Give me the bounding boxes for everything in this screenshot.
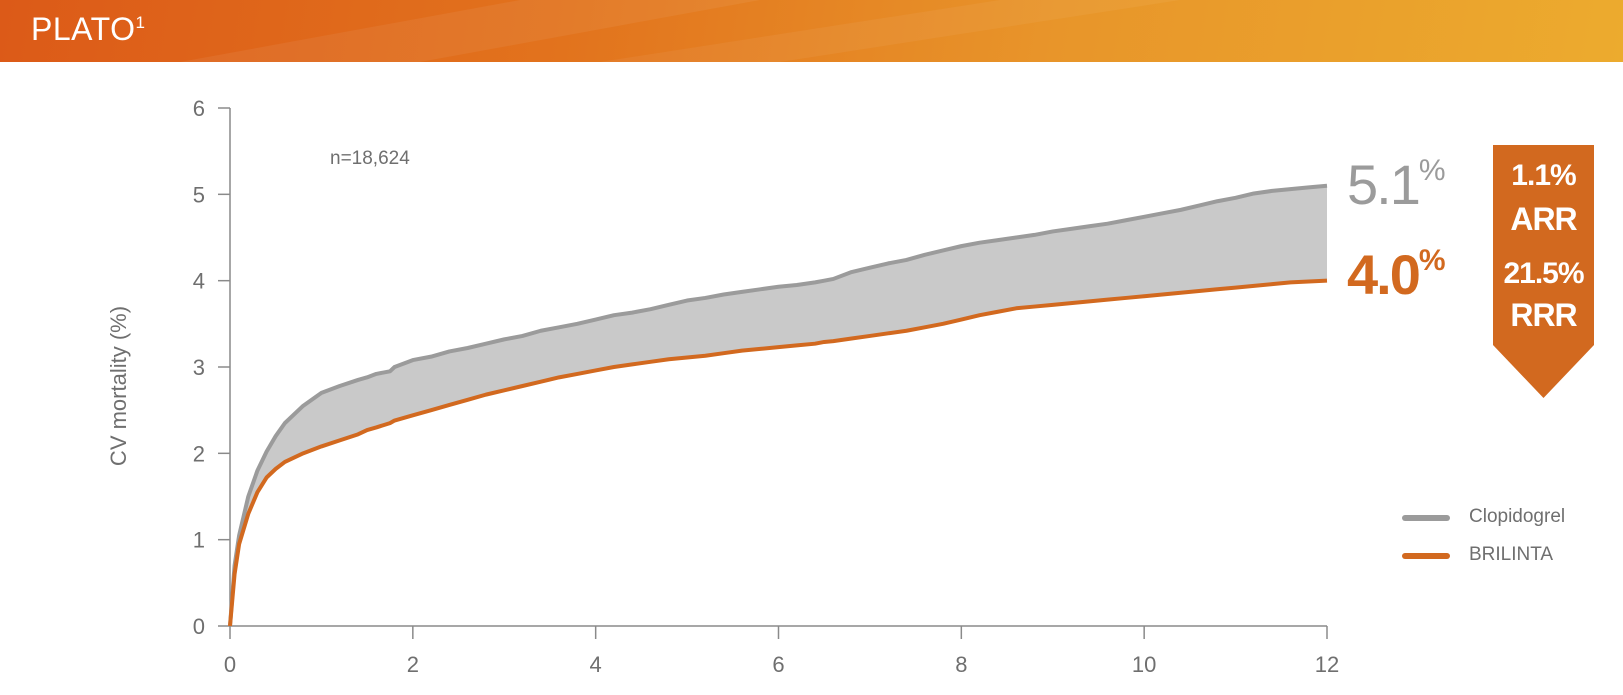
rrr-value: 21.5%	[1503, 257, 1584, 290]
sample-size-annotation: n=18,624	[330, 148, 410, 169]
clopidogrel-end-number: 5.1	[1347, 153, 1421, 216]
clopidogrel-end-unit: %	[1418, 154, 1446, 187]
x-tick-label: 0	[224, 652, 236, 677]
y-tick-label: 0	[193, 614, 205, 639]
brilinta-end-value: 4.0%	[1347, 242, 1446, 307]
brilinta-end-unit: %	[1418, 244, 1446, 277]
x-axis: 0 2 4 6 8 10 12	[224, 625, 1339, 677]
brilinta-end-number: 4.0	[1347, 243, 1421, 306]
header-banner: PLATO1	[0, 0, 1623, 62]
y-tick-label: 1	[193, 528, 205, 553]
badge-arrow-shape	[1493, 145, 1594, 398]
y-tick-label: 5	[193, 182, 205, 207]
legend-label-clopidogrel: Clopidogrel	[1469, 506, 1566, 527]
rrr-label: RRR	[1510, 297, 1577, 333]
x-tick-label: 4	[590, 652, 602, 677]
y-axis-label: CV mortality (%)	[106, 306, 131, 466]
legend-swatch-clopidogrel	[1402, 515, 1450, 521]
x-tick-label: 6	[772, 652, 784, 677]
series-line-clopidogrel	[228, 183, 1328, 627]
y-tick-label: 6	[193, 96, 205, 121]
page-title-text: PLATO	[31, 11, 136, 47]
series-line-brilinta	[228, 278, 1328, 627]
arr-value: 1.1%	[1511, 159, 1576, 192]
x-tick-label: 2	[407, 652, 419, 677]
y-axis-ticks: 0 1 2 3 4 5 6	[193, 96, 230, 639]
y-tick-label: 2	[193, 441, 205, 466]
y-tick-label: 3	[193, 355, 205, 380]
y-tick-label: 4	[193, 269, 205, 294]
x-tick-label: 8	[955, 652, 967, 677]
x-tick-label: 12	[1315, 652, 1339, 677]
legend-swatch-brilinta	[1402, 553, 1450, 559]
clopidogrel-end-value: 5.1%	[1347, 152, 1446, 217]
x-axis-ticks: 0 2 4 6 8 10 12	[224, 626, 1339, 677]
arr-label: ARR	[1510, 201, 1577, 237]
x-tick-label: 10	[1132, 652, 1156, 677]
difference-band	[230, 185, 1327, 626]
legend-label-brilinta: BRILINTA	[1469, 544, 1554, 565]
risk-reduction-badge: 1.1% ARR 21.5% RRR	[1493, 145, 1594, 398]
y-axis: 0 1 2 3 4 5 6	[193, 96, 231, 639]
header-sheen	[180, 0, 1180, 62]
page-title: PLATO1	[31, 11, 145, 48]
page-title-footnote: 1	[135, 13, 146, 32]
